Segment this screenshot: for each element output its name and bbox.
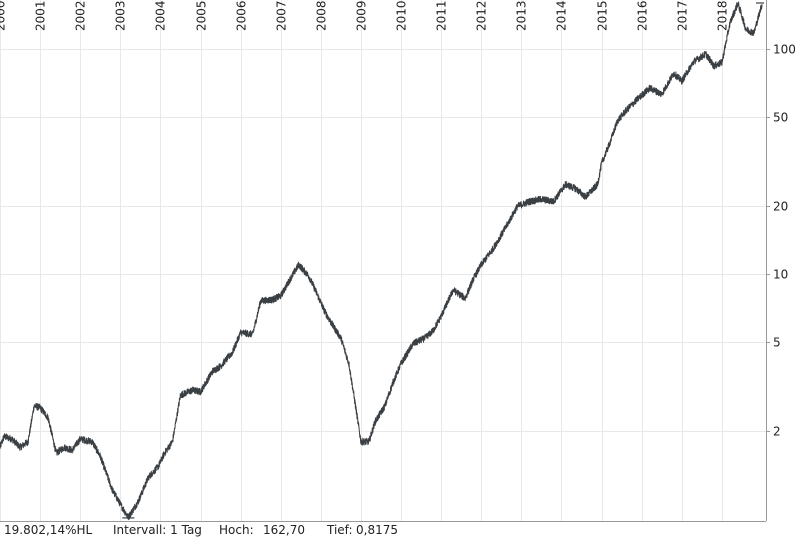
- x-tick-label: 2011: [435, 0, 449, 31]
- x-tick-label: 2009: [355, 0, 369, 31]
- grid-layer: [0, 0, 766, 521]
- x-tick-label: 2003: [114, 0, 128, 31]
- chart-footer: 19.802,14%HL Intervall: 1 Tag Hoch: 162,…: [0, 521, 803, 540]
- x-tick-label: 2006: [235, 0, 249, 31]
- price-series-line: [0, 1, 763, 521]
- x-tick-label: 2014: [555, 0, 569, 31]
- axis-layer: [0, 0, 770, 522]
- x-tick-label: 2010: [395, 0, 409, 31]
- x-tick-label: 2007: [275, 0, 289, 31]
- price-chart: 2000 2001 2002 2003 2004 2005 2006 2007 2008 2009…: [0, 0, 796, 522]
- low-label: Tief:: [327, 523, 353, 537]
- y-tick-label: 50: [773, 111, 788, 125]
- label-layer: 2000 2001 2002 2003 2004 2005 2006 2007 2008 2009…: [0, 0, 796, 438]
- performance-change: 19.802,14%HL: [4, 523, 93, 537]
- high-value: 162,70: [263, 523, 305, 537]
- x-tick-label: 2000: [0, 0, 8, 31]
- low-value: 0,8175: [356, 523, 398, 537]
- x-tick-label: 2017: [676, 0, 690, 31]
- x-tick-label: 2001: [34, 0, 48, 31]
- x-tick-label: 2013: [515, 0, 529, 31]
- x-tick-label: 2016: [636, 0, 650, 31]
- y-tick-label: 5: [773, 336, 781, 350]
- x-tick-label: 2004: [154, 0, 168, 31]
- x-tick-label: 2015: [596, 0, 610, 31]
- x-tick-label: 2008: [315, 0, 329, 31]
- y-tick-label: 100: [773, 43, 796, 57]
- x-tick-label: 2018: [716, 0, 730, 31]
- series-layer: [0, 1, 764, 521]
- high-label: Hoch:: [219, 523, 254, 537]
- interval-label: Intervall: 1 Tag: [113, 523, 202, 537]
- y-tick-label: 20: [773, 200, 788, 214]
- x-tick-label: 2002: [74, 0, 88, 31]
- x-tick-label: 2005: [195, 0, 209, 31]
- x-tick-label: 2012: [475, 0, 489, 31]
- y-tick-label: 10: [773, 268, 788, 282]
- y-tick-label: 2: [773, 425, 781, 439]
